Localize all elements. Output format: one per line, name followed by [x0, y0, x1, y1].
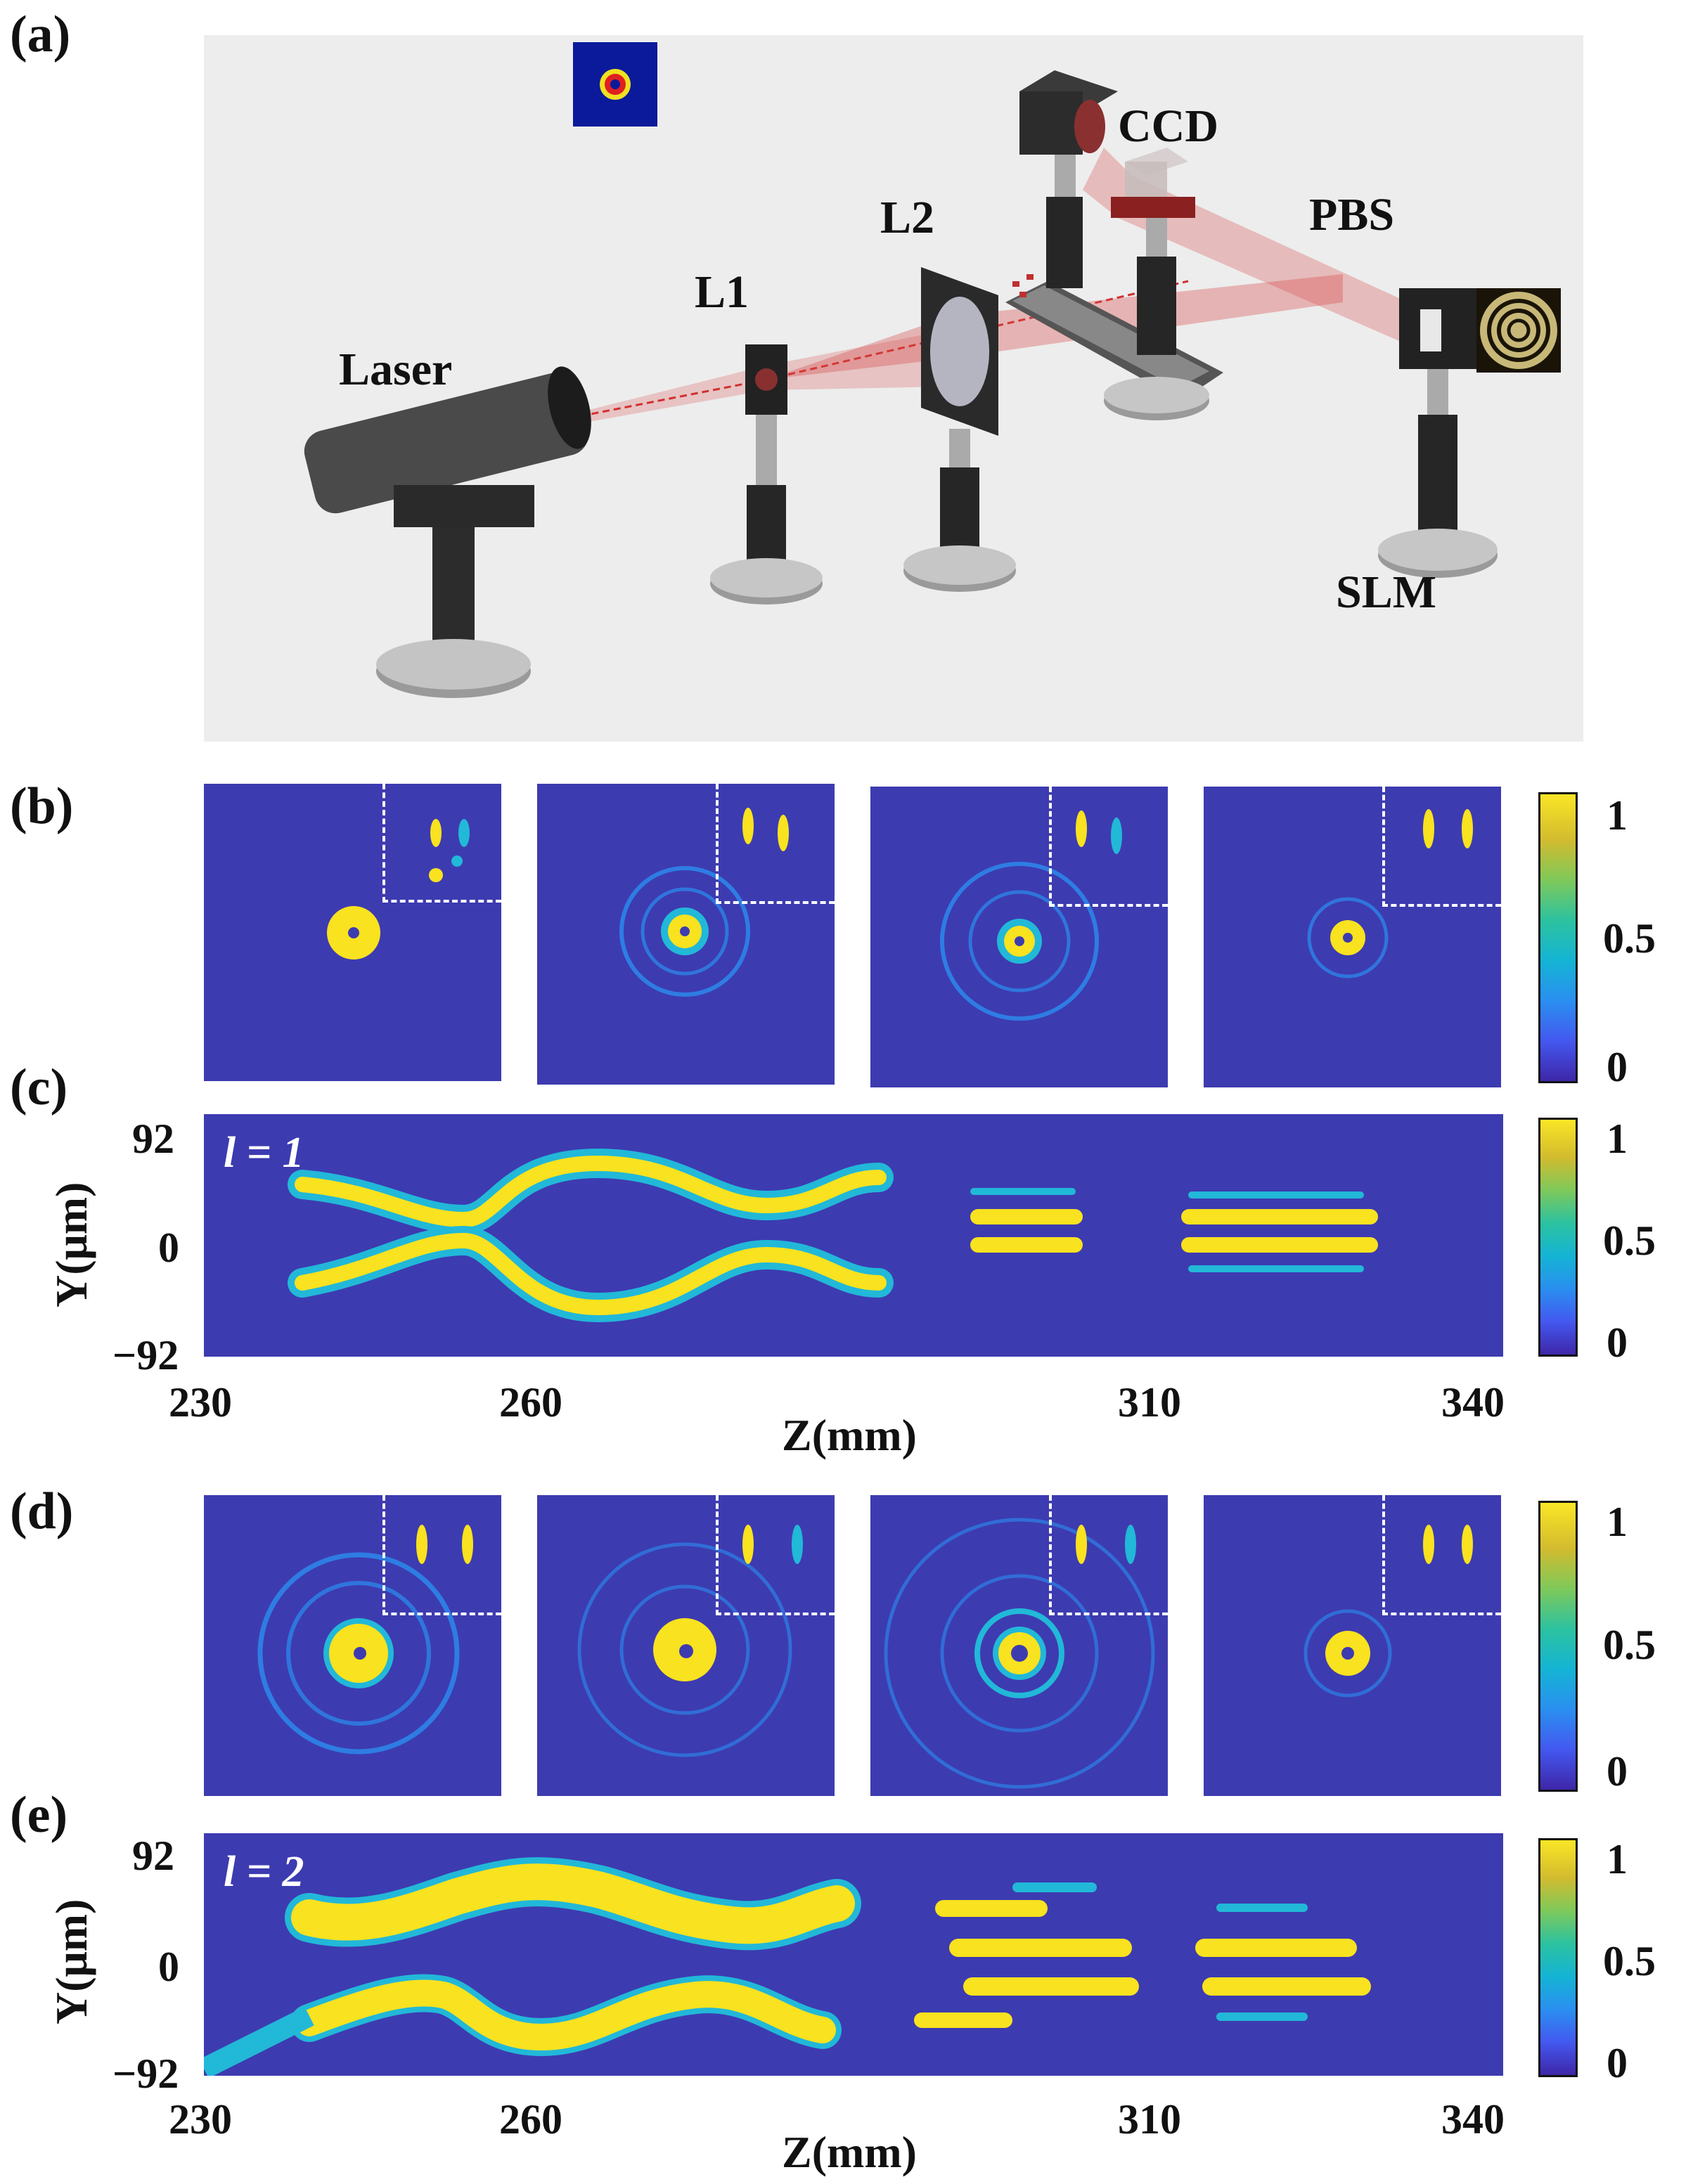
sample-stage	[1005, 274, 1223, 401]
colorbar-c-max: 1	[1607, 1116, 1628, 1162]
optical-setup-figure: Laser L1 L2 CCD PBS SLM	[204, 35, 1583, 742]
l-value-c: l = 1	[224, 1129, 304, 1177]
pbs-cube	[1104, 148, 1209, 420]
xtick-c-2: 310	[1118, 1379, 1181, 1426]
ylabel-e: Y(μm)	[46, 1899, 96, 2024]
xtick-e-0: 230	[169, 2096, 232, 2143]
ytick-c-top: 92	[132, 1116, 174, 1162]
panel-label-d: (d)	[10, 1482, 74, 1540]
inset-d1	[382, 1495, 501, 1616]
intensity-map-d1	[204, 1495, 501, 1796]
label-l2: L2	[880, 192, 935, 243]
xtick-c-0: 230	[169, 1379, 232, 1426]
intensity-map-b1	[204, 784, 501, 1081]
colorbar-c-min: 0	[1607, 1319, 1628, 1366]
panel-label-a: (a)	[10, 6, 71, 63]
colorbar-e-mid: 0.5	[1603, 1938, 1656, 1984]
inset-d2	[715, 1495, 835, 1616]
colorbar-e	[1538, 1838, 1578, 2077]
colorbar-b-mid: 0.5	[1603, 915, 1656, 962]
colorbar-d	[1538, 1501, 1578, 1792]
inset-d3	[1048, 1495, 1168, 1616]
xtick-c-1: 260	[499, 1379, 562, 1426]
colorbar-c-mid: 0.5	[1603, 1217, 1656, 1264]
inset-b3	[1048, 787, 1168, 907]
colorbar-e-min: 0	[1607, 2040, 1628, 2086]
label-l1: L1	[695, 266, 749, 318]
inset-b2	[715, 784, 835, 905]
colorbar-d-max: 1	[1607, 1499, 1628, 1545]
xtick-e-1: 260	[499, 2096, 562, 2143]
intensity-map-d4	[1204, 1495, 1501, 1796]
laser-device	[304, 366, 591, 698]
colorbar-b	[1538, 792, 1578, 1083]
colorbar-c	[1538, 1118, 1578, 1357]
intensity-map-d2	[537, 1495, 835, 1796]
colorbar-b-max: 1	[1607, 792, 1628, 839]
xlabel-c: Z(mm)	[782, 1410, 917, 1460]
colorbar-d-min: 0	[1607, 1748, 1628, 1795]
ccd-camera	[573, 42, 1118, 288]
xtick-e-2: 310	[1118, 2096, 1181, 2143]
inset-b4	[1382, 787, 1501, 907]
setup-illustration	[304, 42, 1561, 698]
slm-device	[1378, 288, 1561, 578]
ytick-e-bottom: −92	[112, 2050, 179, 2097]
colorbar-d-mid: 0.5	[1603, 1622, 1656, 1668]
intensity-map-d3	[870, 1495, 1168, 1796]
xtick-e-3: 340	[1441, 2096, 1505, 2143]
ytick-c-bottom: −92	[112, 1332, 179, 1378]
inset-b1	[382, 784, 501, 903]
panel-label-c: (c)	[10, 1059, 68, 1116]
intensity-map-b3	[870, 787, 1168, 1087]
colorbar-e-max: 1	[1607, 1836, 1628, 1882]
intensity-map-b2	[537, 784, 835, 1085]
panel-label-b: (b)	[10, 777, 74, 835]
lens-l2	[903, 267, 1016, 592]
inset-d4	[1382, 1495, 1501, 1616]
colorbar-b-min: 0	[1607, 1044, 1628, 1090]
intensity-map-b4	[1204, 787, 1501, 1087]
xlabel-e: Z(mm)	[782, 2127, 917, 2177]
xtick-c-3: 340	[1441, 1379, 1505, 1426]
ytick-e-top: 92	[132, 1833, 174, 1879]
ytick-e-mid: 0	[158, 1944, 179, 1990]
label-slm: SLM	[1336, 567, 1437, 618]
panel-label-e: (e)	[10, 1786, 68, 1844]
propagation-map-c: l = 1	[204, 1114, 1503, 1357]
propagation-map-e: l = 2	[204, 1833, 1503, 2076]
label-ccd: CCD	[1118, 101, 1218, 152]
ylabel-c: Y(μm)	[46, 1182, 96, 1307]
ytick-c-mid: 0	[158, 1225, 179, 1271]
l-value-e: l = 2	[224, 1848, 304, 1896]
label-pbs: PBS	[1309, 189, 1395, 240]
label-laser: Laser	[339, 344, 453, 395]
lens-l1	[710, 344, 823, 605]
